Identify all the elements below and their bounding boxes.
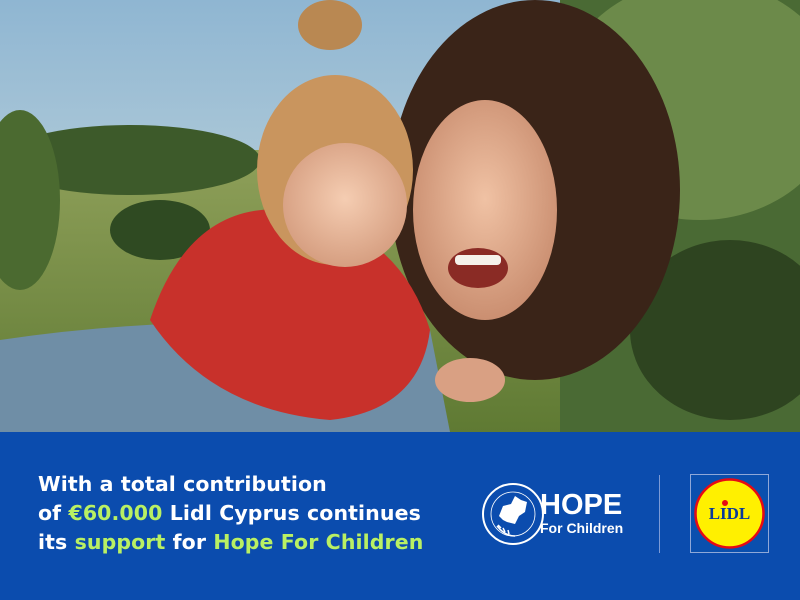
lidl-logo: LIDL [690, 474, 769, 553]
org-highlight: Hope For Children [213, 530, 424, 554]
message-line-3: its support for Hope For Children [38, 528, 423, 557]
support-highlight: support [74, 530, 166, 554]
hope-logo-subtitle: For Children [540, 520, 624, 536]
hope-logo-title: HOPE [540, 489, 623, 521]
hope-for-children-emblem-icon [481, 482, 545, 546]
message-line-1: With a total contribution [38, 472, 327, 496]
text: its [38, 530, 75, 554]
lidl-logo-text: LIDL [709, 504, 751, 523]
mother-child-photo-icon [0, 0, 800, 432]
text: of [38, 501, 69, 525]
amount-highlight: €60.000 [68, 501, 163, 525]
promo-banner [0, 432, 800, 600]
hero-photo [0, 0, 800, 432]
logo-divider [659, 475, 660, 553]
text: Lidl Cyprus continues [162, 501, 421, 525]
lidl-logo-icon: LIDL [694, 478, 765, 549]
message-line-2: of €60.000 Lidl Cyprus continues [38, 499, 423, 528]
banner-message: With a total contribution of €60.000 Lid… [38, 470, 423, 557]
text: for [165, 530, 214, 554]
